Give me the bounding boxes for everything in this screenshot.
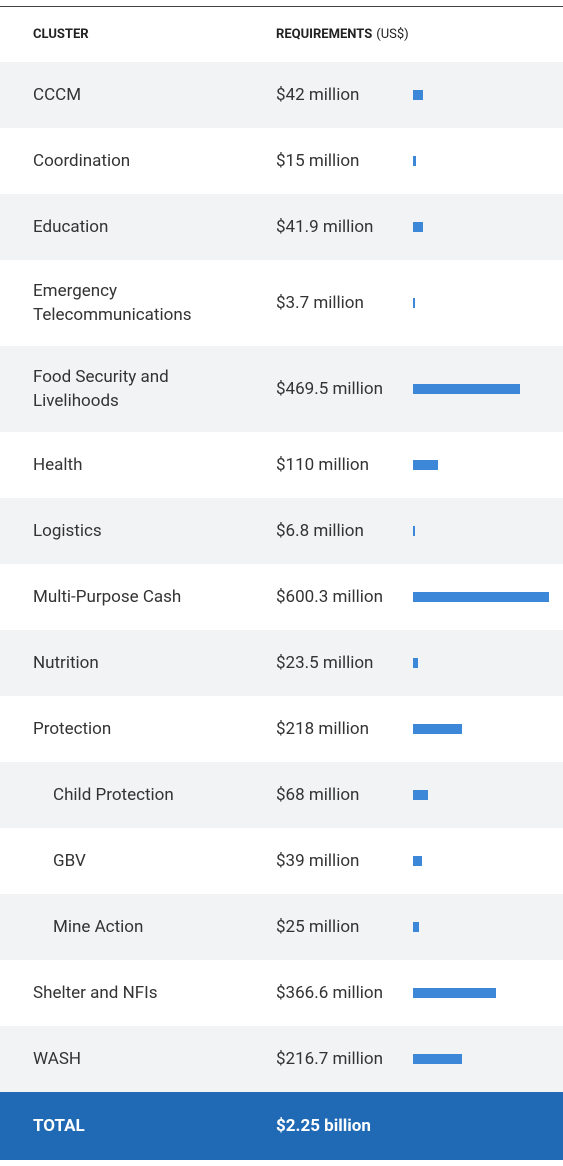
requirement: $366.6 million bbox=[276, 983, 383, 1003]
bar bbox=[413, 460, 438, 470]
cluster-name: Shelter and NFIs bbox=[33, 983, 158, 1003]
cluster-name: GBV bbox=[53, 851, 86, 871]
cluster-name: Emergency Telecommunications bbox=[33, 281, 192, 325]
requirement: $110 million bbox=[276, 455, 369, 475]
cluster-name: Nutrition bbox=[33, 653, 99, 673]
bar bbox=[413, 922, 419, 932]
table-row: Child Protection $68 million bbox=[0, 762, 563, 828]
header-row: CLUSTER REQUIREMENTS (US$) bbox=[0, 7, 563, 62]
requirement: $68 million bbox=[276, 785, 360, 805]
bar bbox=[413, 790, 429, 800]
table-row: Mine Action $25 million bbox=[0, 894, 563, 960]
header-unit: (US$) bbox=[376, 27, 409, 42]
table-row: Food Security and Livelihoods $469.5 mill… bbox=[0, 346, 563, 432]
total-value: $2.25 billion bbox=[276, 1116, 371, 1136]
requirement: $3.7 million bbox=[276, 293, 364, 313]
table-row: Health $110 million bbox=[0, 432, 563, 498]
bar bbox=[413, 156, 417, 166]
table-row: Multi-Purpose Cash $600.3 million bbox=[0, 564, 563, 630]
table: CLUSTER REQUIREMENTS (US$) CCCM $42 millio… bbox=[0, 6, 563, 1160]
table-row: Shelter and NFIs $366.6 million bbox=[0, 960, 563, 1026]
requirement: $15 million bbox=[276, 151, 360, 171]
cluster-name: Mine Action bbox=[53, 917, 144, 937]
bar bbox=[413, 1054, 463, 1064]
cluster-name: Health bbox=[33, 455, 83, 475]
table-row: Coordination $15 million bbox=[0, 128, 563, 194]
requirement: $216.7 million bbox=[276, 1049, 383, 1069]
cluster-name: Coordination bbox=[33, 151, 131, 171]
cluster-name: Food Security and Livelihoods bbox=[33, 367, 169, 411]
bar bbox=[413, 856, 422, 866]
header-requirements: REQUIREMENTS bbox=[276, 27, 373, 42]
bar bbox=[413, 724, 463, 734]
cluster-name: Logistics bbox=[33, 521, 102, 541]
cluster-name: CCCM bbox=[33, 85, 82, 105]
requirement: $600.3 million bbox=[276, 587, 383, 607]
table-row: WASH $216.7 million bbox=[0, 1026, 563, 1092]
cluster-name: Protection bbox=[33, 719, 112, 739]
bar bbox=[413, 658, 419, 668]
requirement: $41.9 million bbox=[276, 217, 374, 237]
table-row: Education $41.9 million bbox=[0, 194, 563, 260]
table-row: Nutrition $23.5 million bbox=[0, 630, 563, 696]
bar bbox=[413, 298, 415, 308]
bar bbox=[413, 526, 415, 536]
bar bbox=[413, 90, 423, 100]
requirement: $39 million bbox=[276, 851, 360, 871]
header-requirements-group: REQUIREMENTS (US$) bbox=[276, 27, 409, 42]
requirement: $6.8 million bbox=[276, 521, 364, 541]
bar bbox=[413, 592, 550, 602]
table-row: Logistics $6.8 million bbox=[0, 498, 563, 564]
bar bbox=[413, 222, 423, 232]
table-row: Emergency Telecommunications $3.7 million bbox=[0, 260, 563, 346]
table-row: GBV $39 million bbox=[0, 828, 563, 894]
requirement: $23.5 million bbox=[276, 653, 374, 673]
requirement: $218 million bbox=[276, 719, 369, 739]
cluster-name: Education bbox=[33, 217, 109, 237]
table-row: CCCM $42 million bbox=[0, 62, 563, 128]
bar bbox=[413, 988, 497, 998]
table-row: Protection $218 million bbox=[0, 696, 563, 762]
cluster-name: Multi-Purpose Cash bbox=[33, 587, 182, 607]
cluster-name: Child Protection bbox=[53, 785, 174, 805]
header-cluster: CLUSTER bbox=[33, 26, 89, 42]
requirement: $25 million bbox=[276, 917, 360, 937]
bar bbox=[413, 384, 520, 394]
requirement: $469.5 million bbox=[276, 379, 383, 399]
total-row: TOTAL $2.25 billion bbox=[0, 1092, 563, 1160]
total-label: TOTAL bbox=[33, 1116, 85, 1136]
cluster-name: WASH bbox=[33, 1049, 82, 1069]
requirement: $42 million bbox=[276, 85, 360, 105]
